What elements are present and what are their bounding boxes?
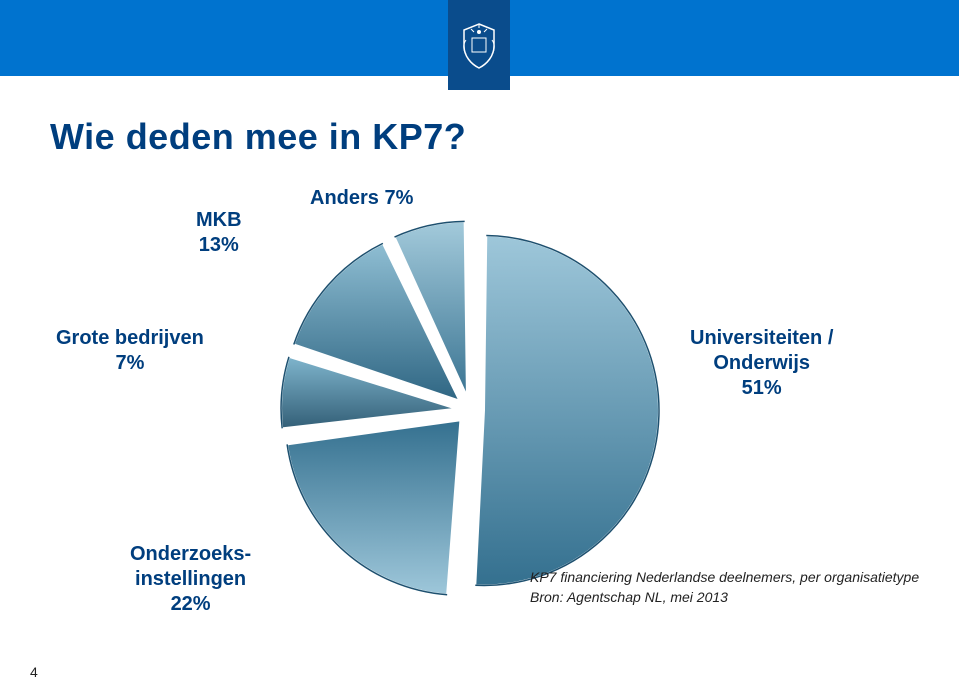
caption-line1: KP7 financiering Nederlandse deelnemers,… [530,569,919,585]
pie-slice-onderz [287,420,460,594]
pie-slice-univ [475,235,659,585]
pie-chart [260,200,680,620]
slice-label-univ: Universiteiten / Onderwijs 51% [690,326,833,401]
page-title: Wie deden mee in KP7? [50,116,466,158]
page-number: 4 [30,664,38,680]
coat-of-arms-icon [454,20,504,70]
chart-caption: KP7 financiering Nederlandse deelnemers,… [530,568,919,607]
slice-label-grote: Grote bedrijven 7% [56,326,204,376]
slice-label-mkb: MKB 13% [196,208,242,258]
caption-line2: Bron: Agentschap NL, mei 2013 [530,589,728,605]
slice-label-anders: Anders 7% [310,186,413,211]
slice-label-onderz: Onderzoeks- instellingen 22% [130,542,251,617]
gov-logo-block [448,0,510,90]
